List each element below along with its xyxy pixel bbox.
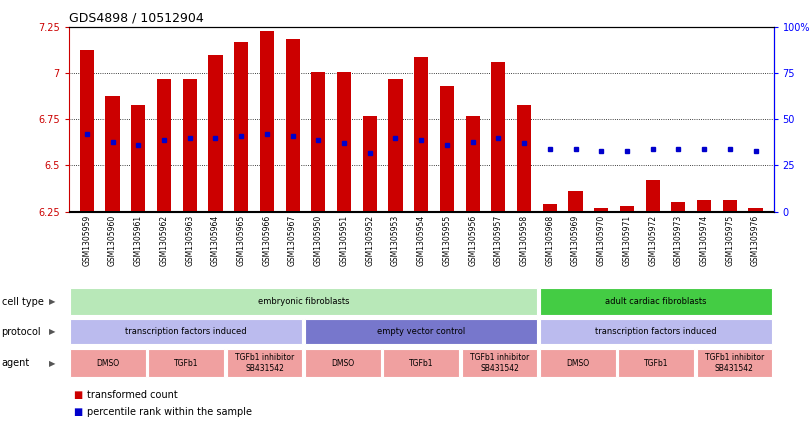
Bar — [466, 116, 480, 212]
Text: GSM1305974: GSM1305974 — [700, 215, 709, 266]
Bar — [131, 105, 145, 212]
Text: GSM1305970: GSM1305970 — [597, 215, 606, 266]
Bar — [70, 319, 302, 344]
Bar — [697, 349, 772, 377]
Text: GSM1305962: GSM1305962 — [160, 215, 168, 266]
Text: DMSO: DMSO — [566, 359, 590, 368]
Text: transformed count: transformed count — [87, 390, 178, 400]
Bar — [646, 180, 659, 212]
Text: GSM1305954: GSM1305954 — [416, 215, 426, 266]
Bar — [363, 116, 377, 212]
Text: TGFb1 inhibitor
SB431542: TGFb1 inhibitor SB431542 — [470, 354, 529, 373]
Bar — [383, 349, 459, 377]
Bar — [671, 202, 685, 212]
Bar — [227, 349, 302, 377]
Text: GSM1305966: GSM1305966 — [262, 215, 271, 266]
Text: cell type: cell type — [2, 297, 44, 307]
Text: GSM1305951: GSM1305951 — [339, 215, 348, 266]
Text: DMSO: DMSO — [96, 359, 120, 368]
Text: ■: ■ — [73, 407, 82, 417]
Text: GDS4898 / 10512904: GDS4898 / 10512904 — [69, 12, 203, 25]
Bar — [723, 201, 737, 212]
Text: GSM1305968: GSM1305968 — [545, 215, 554, 266]
Bar — [517, 105, 531, 212]
Text: GSM1305965: GSM1305965 — [237, 215, 245, 266]
Bar — [234, 42, 248, 212]
Bar — [620, 206, 634, 212]
Text: ▶: ▶ — [49, 297, 55, 306]
Bar — [183, 79, 197, 212]
Text: TGFb1: TGFb1 — [409, 359, 433, 368]
Text: GSM1305959: GSM1305959 — [83, 215, 92, 266]
Bar — [540, 349, 616, 377]
Text: empty vector control: empty vector control — [377, 327, 465, 336]
Text: GSM1305960: GSM1305960 — [108, 215, 117, 266]
Bar — [305, 349, 381, 377]
Text: GSM1305976: GSM1305976 — [751, 215, 760, 266]
Bar — [595, 208, 608, 212]
Text: GSM1305973: GSM1305973 — [674, 215, 683, 266]
Text: TGFb1: TGFb1 — [174, 359, 198, 368]
Bar — [414, 57, 428, 212]
Text: ▶: ▶ — [49, 327, 55, 336]
Bar — [440, 86, 454, 212]
Text: GSM1305952: GSM1305952 — [365, 215, 374, 266]
Text: GSM1305950: GSM1305950 — [313, 215, 323, 266]
Bar — [79, 49, 94, 212]
Bar — [105, 96, 120, 212]
Text: TGFb1 inhibitor
SB431542: TGFb1 inhibitor SB431542 — [705, 354, 764, 373]
Bar — [540, 288, 772, 315]
Bar — [543, 204, 556, 212]
Bar — [208, 55, 223, 212]
Bar — [697, 201, 711, 212]
Bar — [569, 191, 582, 212]
Text: GSM1305957: GSM1305957 — [494, 215, 503, 266]
Bar — [389, 79, 403, 212]
Bar — [70, 288, 537, 315]
Text: GSM1305972: GSM1305972 — [648, 215, 657, 266]
Text: GSM1305963: GSM1305963 — [185, 215, 194, 266]
Bar — [540, 319, 772, 344]
Text: embryonic fibroblasts: embryonic fibroblasts — [258, 297, 349, 306]
Bar — [337, 71, 351, 212]
Text: DMSO: DMSO — [331, 359, 355, 368]
Text: GSM1305961: GSM1305961 — [134, 215, 143, 266]
Bar — [618, 349, 694, 377]
Bar — [748, 208, 763, 212]
Text: GSM1305971: GSM1305971 — [622, 215, 632, 266]
Bar — [305, 319, 537, 344]
Bar — [286, 38, 300, 212]
Bar — [70, 349, 146, 377]
Text: TGFb1: TGFb1 — [644, 359, 668, 368]
Text: transcription factors induced: transcription factors induced — [126, 327, 247, 336]
Bar — [260, 31, 274, 212]
Text: percentile rank within the sample: percentile rank within the sample — [87, 407, 253, 417]
Bar — [311, 71, 326, 212]
Text: GSM1305964: GSM1305964 — [211, 215, 220, 266]
Bar — [157, 79, 171, 212]
Text: transcription factors induced: transcription factors induced — [595, 327, 717, 336]
Text: GSM1305967: GSM1305967 — [288, 215, 297, 266]
Text: GSM1305969: GSM1305969 — [571, 215, 580, 266]
Text: adult cardiac fibroblasts: adult cardiac fibroblasts — [605, 297, 707, 306]
Text: GSM1305956: GSM1305956 — [468, 215, 477, 266]
Text: ■: ■ — [73, 390, 82, 400]
Text: agent: agent — [2, 358, 30, 368]
Text: GSM1305953: GSM1305953 — [391, 215, 400, 266]
Text: GSM1305975: GSM1305975 — [725, 215, 735, 266]
Text: ▶: ▶ — [49, 359, 55, 368]
Bar — [148, 349, 224, 377]
Text: protocol: protocol — [2, 327, 41, 337]
Bar — [492, 63, 505, 212]
Bar — [462, 349, 537, 377]
Text: GSM1305955: GSM1305955 — [442, 215, 451, 266]
Text: GSM1305958: GSM1305958 — [519, 215, 529, 266]
Text: TGFb1 inhibitor
SB431542: TGFb1 inhibitor SB431542 — [235, 354, 294, 373]
